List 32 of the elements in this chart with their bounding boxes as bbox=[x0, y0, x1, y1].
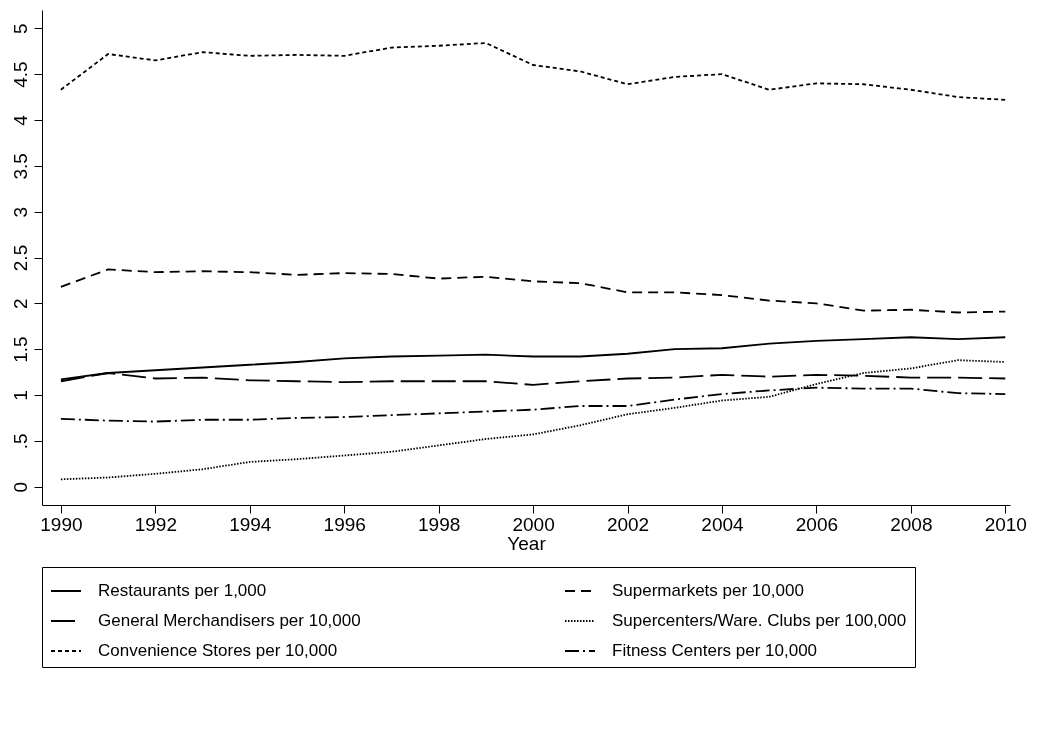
legend-label: Supercenters/Ware. Clubs per 100,000 bbox=[612, 611, 907, 630]
y-tick-label: 3 bbox=[9, 206, 31, 218]
x-tick-label: 1996 bbox=[323, 513, 366, 535]
x-tick-label: 2008 bbox=[890, 513, 933, 535]
y-tick-label: 0 bbox=[9, 481, 31, 493]
x-tick-label: 2000 bbox=[512, 513, 555, 535]
legend-label: Supermarkets per 10,000 bbox=[612, 581, 804, 600]
x-tick-label: 1994 bbox=[229, 513, 272, 535]
x-tick-label: 1998 bbox=[418, 513, 461, 535]
y-tick-label: 2.5 bbox=[9, 244, 31, 272]
x-tick-label: 1992 bbox=[134, 513, 177, 535]
x-tick-label: 2002 bbox=[606, 513, 650, 535]
line-series bbox=[59, 42, 1007, 101]
y-tick-label: 4.5 bbox=[9, 61, 31, 88]
y-tick-label: 1.5 bbox=[9, 336, 31, 363]
legend-label: Restaurants per 1,000 bbox=[98, 581, 267, 600]
legend-label: Convenience Stores per 10,000 bbox=[98, 641, 338, 660]
line-series bbox=[59, 268, 1007, 314]
y-tick-label: 1 bbox=[9, 390, 31, 401]
x-tick-label: 2010 bbox=[984, 513, 1027, 535]
x-tick-label: 1990 bbox=[40, 513, 83, 535]
y-tick-label: 4 bbox=[9, 114, 31, 126]
y-tick-label: 2 bbox=[9, 298, 31, 310]
y-tick-label: 3.5 bbox=[9, 153, 31, 180]
x-axis-title: Year bbox=[507, 532, 547, 554]
y-tick-label: 5 bbox=[9, 23, 31, 35]
legend-label: Fitness Centers per 10,000 bbox=[612, 641, 818, 660]
y-tick-label: .5 bbox=[9, 433, 31, 450]
line-series bbox=[59, 359, 1007, 481]
x-tick-label: 2004 bbox=[701, 513, 745, 535]
legend-label: General Merchandisers per 10,000 bbox=[98, 611, 361, 630]
x-tick-label: 2006 bbox=[795, 513, 839, 535]
